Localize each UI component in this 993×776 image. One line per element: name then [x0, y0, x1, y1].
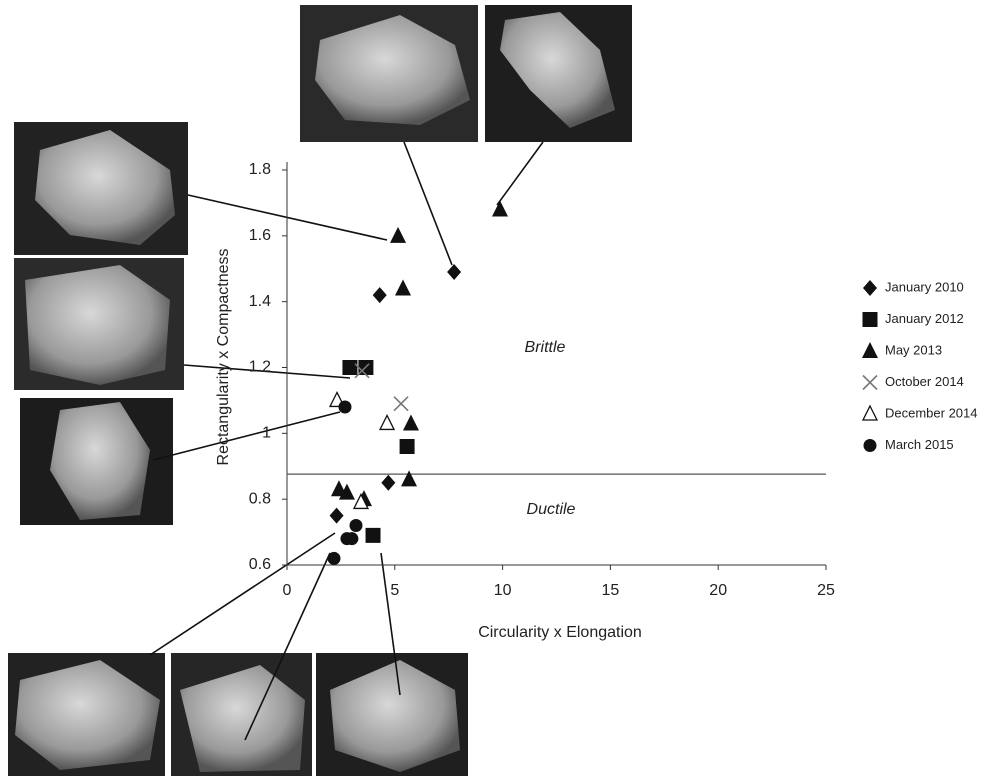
point — [395, 280, 411, 296]
legend-marker — [864, 439, 877, 452]
micrograph — [14, 258, 184, 390]
point — [342, 360, 357, 375]
micrograph — [300, 5, 478, 142]
micrograph — [316, 653, 468, 776]
point — [447, 264, 461, 280]
point — [400, 439, 415, 454]
point — [330, 508, 344, 524]
legend-marker — [863, 280, 877, 296]
legend-label: May 2013 — [885, 342, 942, 357]
y-tick-label: 1.2 — [249, 359, 271, 376]
legend-marker — [863, 376, 877, 390]
y-tick-label: 1.4 — [249, 293, 271, 310]
figure: Circularity x Elongation Rectangularity … — [0, 0, 993, 776]
zone-label: Ductile — [527, 501, 576, 518]
legend-marker — [863, 312, 878, 327]
micrograph — [171, 653, 312, 776]
micrograph — [485, 5, 632, 142]
point — [328, 552, 341, 565]
legend-marker — [863, 406, 877, 420]
legend-label: January 2012 — [885, 311, 964, 326]
point — [492, 201, 508, 217]
legend-marker — [862, 342, 878, 358]
point — [394, 397, 408, 411]
x-tick-label: 10 — [494, 582, 512, 599]
x-axis-label: Circularity x Elongation — [478, 624, 642, 641]
point — [401, 470, 417, 486]
x-tick-label: 0 — [283, 582, 292, 599]
legend-label: January 2010 — [885, 279, 964, 294]
y-tick-label: 1 — [262, 425, 271, 442]
legend-label: March 2015 — [885, 437, 954, 452]
point — [340, 532, 353, 545]
micrograph — [8, 653, 165, 776]
connector — [153, 412, 340, 460]
x-tick-label: 25 — [817, 582, 835, 599]
point — [349, 519, 362, 532]
point — [338, 401, 351, 414]
zone-label: Brittle — [525, 339, 566, 356]
y-tick-label: 0.6 — [249, 556, 271, 573]
micrograph — [20, 398, 173, 525]
connector — [497, 142, 543, 205]
point — [403, 414, 419, 430]
x-tick-label: 20 — [709, 582, 727, 599]
y-tick-label: 1.8 — [249, 161, 271, 178]
connector — [150, 533, 335, 655]
x-tick-label: 5 — [390, 582, 399, 599]
legend-label: December 2014 — [885, 405, 978, 420]
point — [381, 475, 395, 491]
point — [380, 415, 394, 429]
point — [373, 287, 387, 303]
y-tick-label: 1.6 — [249, 227, 271, 244]
connector — [404, 142, 452, 265]
legend-label: October 2014 — [885, 374, 964, 389]
y-tick-label: 0.8 — [249, 490, 271, 507]
y-axis-label: Rectangularity x Compactness — [215, 249, 232, 466]
micrograph — [14, 122, 188, 255]
x-tick-label: 15 — [602, 582, 620, 599]
point — [390, 227, 406, 243]
point — [366, 528, 381, 543]
connectors — [150, 142, 543, 740]
micrographs — [8, 5, 632, 776]
